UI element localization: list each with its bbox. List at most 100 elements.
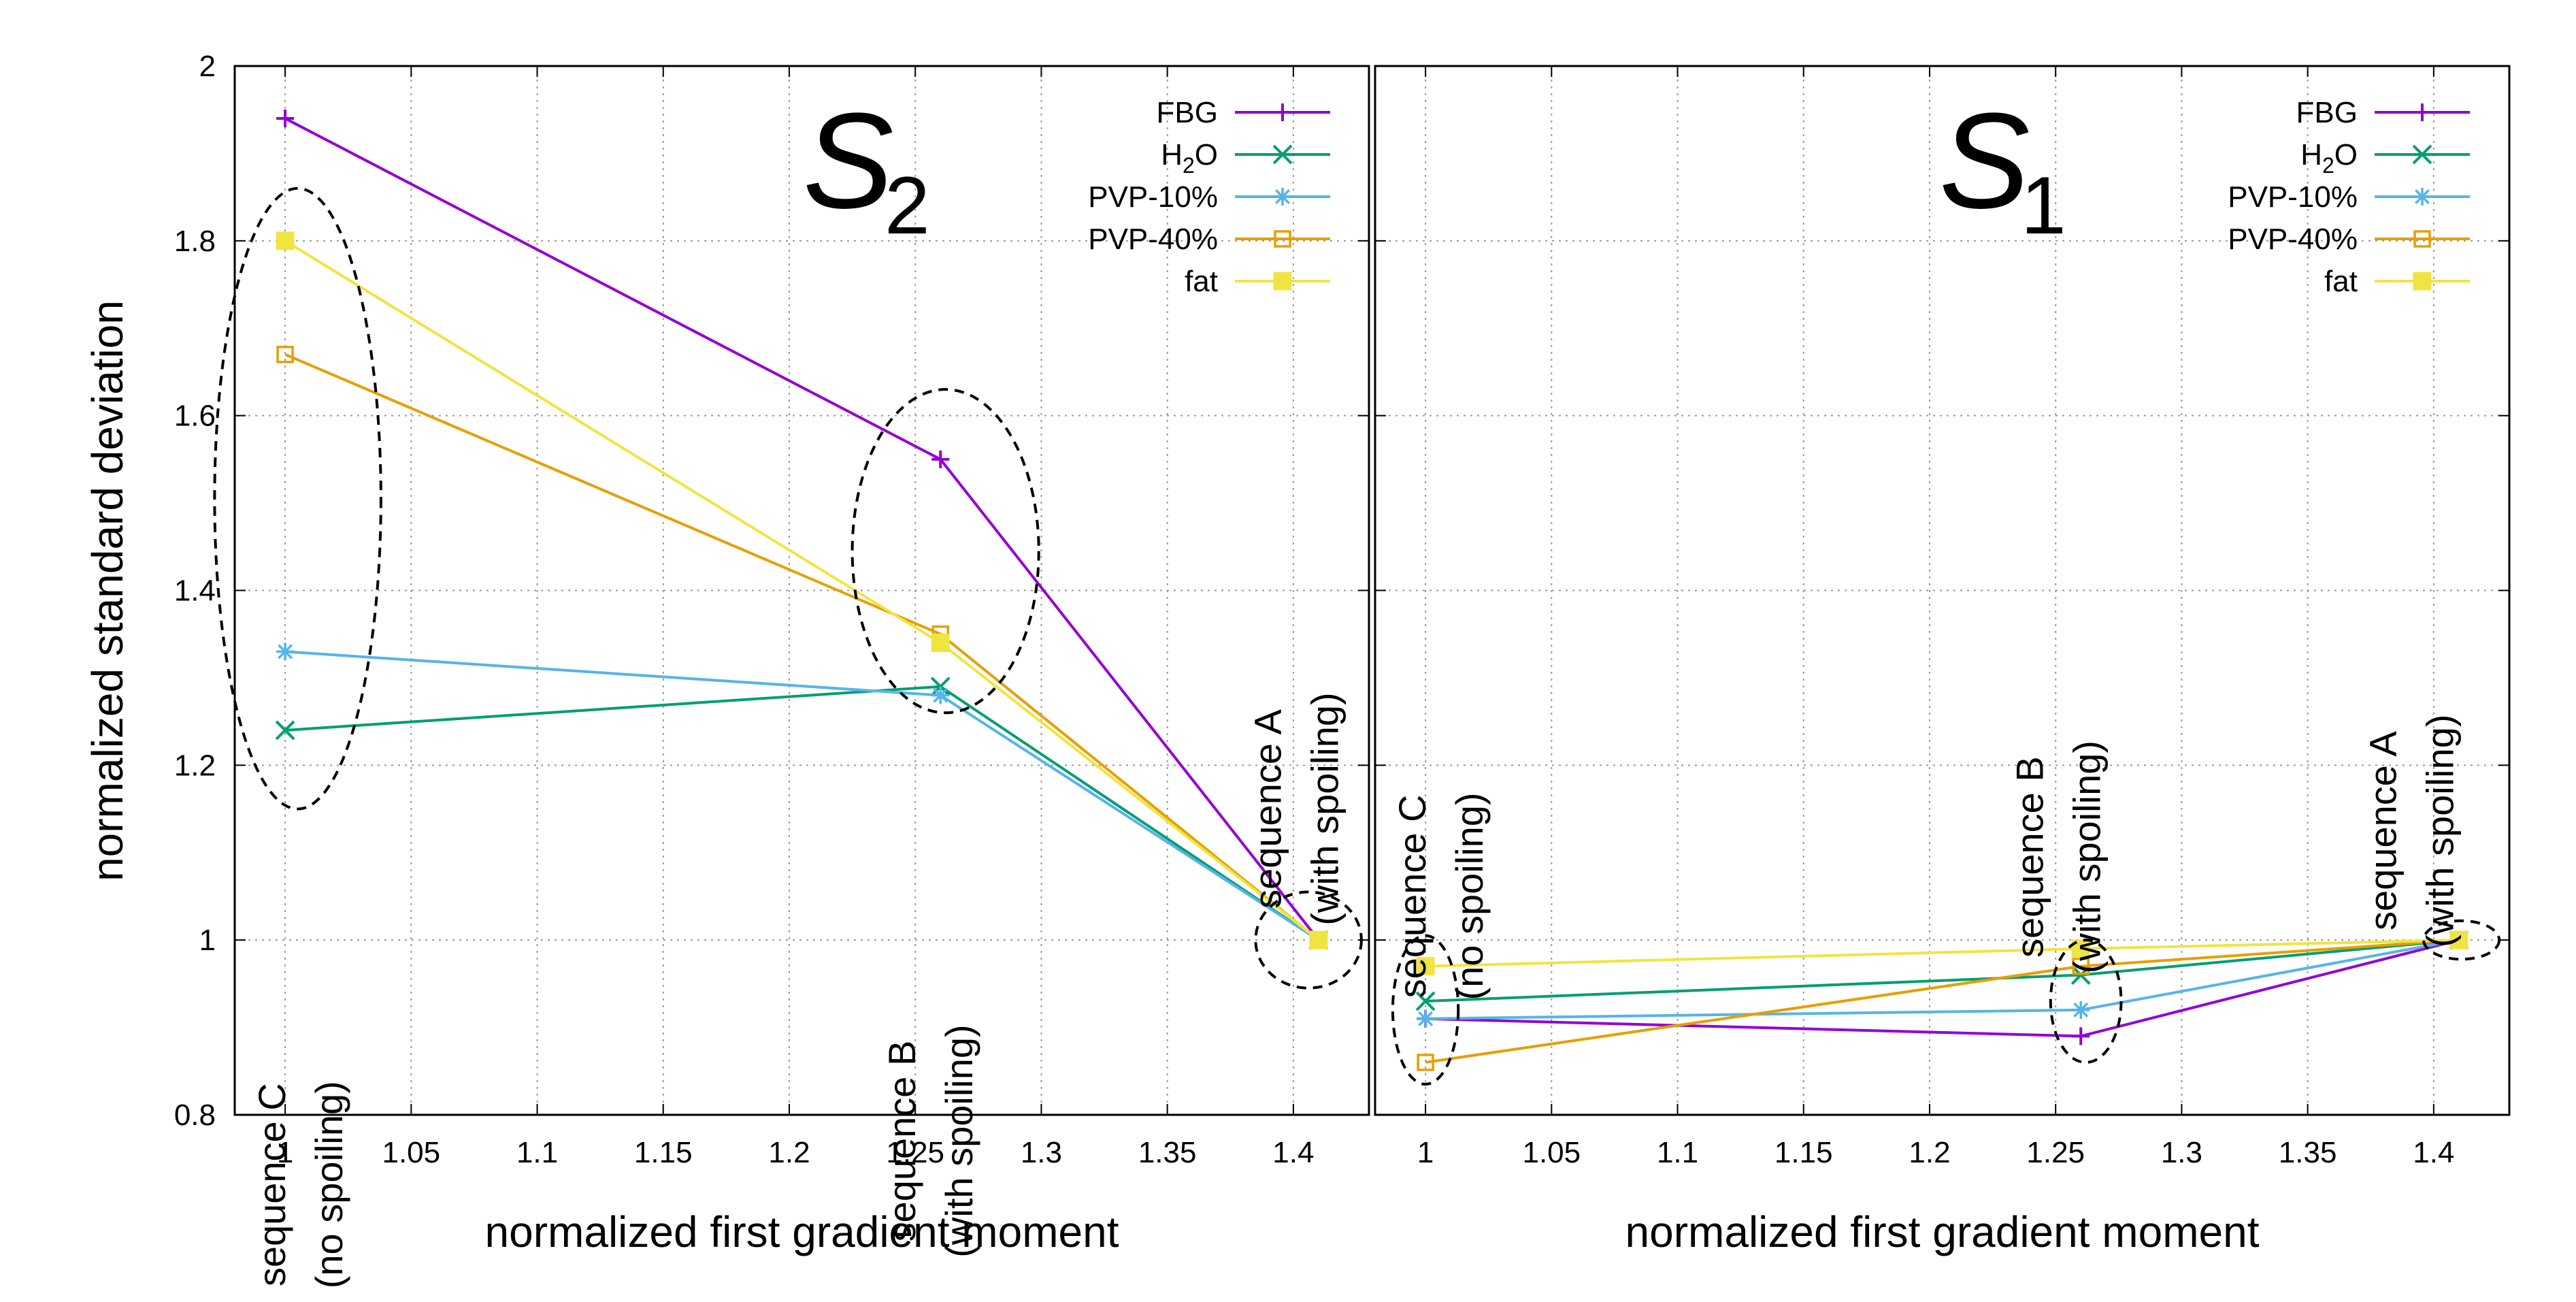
- legend-label: fat: [1185, 265, 1218, 298]
- y-tick-label: 1.4: [174, 574, 216, 608]
- data-point: [931, 686, 950, 704]
- legend-entry: H2O: [1161, 138, 1330, 178]
- legend-marker: [2413, 272, 2432, 291]
- y-tick-label: 2: [199, 50, 216, 83]
- series-line: [1425, 939, 2460, 1064]
- group-ellipse: [213, 186, 382, 811]
- legend-entry: PVP-10%: [2228, 180, 2470, 214]
- legend-label: PVP-40%: [2228, 223, 2358, 256]
- legend-label-main: H: [1161, 138, 1183, 172]
- annotation-sequence: sequence A (with spoiling): [1246, 692, 1346, 925]
- data-point: [2072, 957, 2090, 975]
- series-line: [1425, 939, 2460, 1003]
- data-point: [1417, 1009, 1435, 1028]
- annotation-line1: sequence C: [250, 1083, 293, 1286]
- series-h2o: [275, 677, 1329, 950]
- legend-label-tail: O: [1195, 138, 1218, 172]
- legend-marker: [1274, 103, 1291, 121]
- data-point: [276, 346, 294, 363]
- x-tick-label: 1.2: [768, 1136, 810, 1169]
- x-tick-label: 1.1: [516, 1136, 558, 1169]
- x-tick-label: 1.3: [1021, 1136, 1062, 1169]
- x-tick-label: 1.4: [2413, 1136, 2454, 1169]
- legend-entry: PVP-40%: [1088, 223, 1330, 256]
- series-pvp-40-: [276, 346, 1327, 949]
- legend-label-tail: O: [2334, 138, 2358, 172]
- x-tick-label: 1: [1417, 1136, 1434, 1169]
- x-tick-label: 1.25: [886, 1136, 944, 1169]
- legend-label: PVP-40%: [1088, 223, 1218, 256]
- annotation-sequence: sequence C (no spoiling): [250, 1081, 350, 1288]
- annotation-line1: sequence A: [2361, 731, 2404, 930]
- annotation-sequence: sequence C (no spoiling): [1391, 792, 1491, 1000]
- data-point: [1309, 930, 1328, 949]
- series-fat: [1416, 930, 2468, 976]
- annotation-line2: (no spoiling): [1448, 792, 1491, 1000]
- data-point: [275, 720, 295, 740]
- legend-marker: [1273, 272, 1292, 291]
- legend-entry: FBG: [2296, 96, 2470, 129]
- data-point: [1417, 1054, 1434, 1071]
- legend-entry: FBG: [1157, 96, 1330, 129]
- annotation-line1: sequence A: [1246, 709, 1289, 909]
- legend-entry: fat: [2324, 265, 2470, 298]
- data-point: [1415, 991, 1436, 1011]
- legend-entry: H2O: [2300, 138, 2470, 178]
- x-axis-label: normalized first gradient moment: [485, 1207, 1119, 1256]
- x-tick-label: 1.35: [2279, 1136, 2337, 1169]
- x-tick-label: 1.05: [1522, 1136, 1581, 1169]
- panel-title: S: [803, 85, 893, 237]
- x-tick-label: 1.15: [1774, 1136, 1833, 1169]
- series-fbg: [1417, 931, 2468, 1045]
- group-ellipse: [1391, 934, 1460, 1086]
- legend-label-sub: 2: [1183, 153, 1195, 178]
- legend-label: FBG: [2296, 96, 2358, 129]
- panel-title: S: [1939, 85, 2030, 237]
- y-tick-label: 1: [199, 924, 216, 957]
- y-tick-label: 1.2: [174, 749, 216, 782]
- data-point: [276, 110, 295, 128]
- data-point: [2449, 930, 2468, 949]
- panel-s2: 1 1.05 1.1 1.15 1.2 1.25 1.3 1.35 1.4 0.8 1 1.2 1.4 1…: [174, 50, 1370, 1288]
- legend-marker: [1274, 230, 1291, 248]
- annotation-line2: (with spoiling): [938, 1024, 980, 1257]
- legend-marker: [2413, 230, 2431, 248]
- annotation-line2: (with spoiling): [1303, 692, 1346, 925]
- annotation-line1: sequence B: [2009, 756, 2051, 958]
- x-tick-label: 1.1: [1657, 1136, 1698, 1169]
- data-point: [2072, 1000, 2090, 1019]
- annotation-line2: (no spoiling): [308, 1081, 350, 1288]
- data-point: [2070, 965, 2091, 985]
- data-point: [276, 642, 295, 661]
- legend-label: H2O: [2300, 138, 2358, 178]
- series-line: [284, 353, 1320, 941]
- data-point: [931, 634, 950, 653]
- legend-label: fat: [2324, 265, 2358, 298]
- annotation-sequence: sequence B (with spoiling): [2009, 740, 2109, 973]
- legend-marker: [1272, 144, 1293, 165]
- series-fat: [276, 231, 1328, 949]
- y-axis-label: normalized standard deviation: [83, 300, 132, 881]
- data-point: [1416, 957, 1435, 976]
- legend-entry: fat: [1185, 265, 1330, 298]
- data-point: [276, 231, 295, 250]
- group-ellipse: [2422, 919, 2501, 961]
- x-tick-label: 1.35: [1138, 1136, 1197, 1169]
- series-pvp-10-: [276, 642, 1327, 949]
- group-ellipse: [2049, 939, 2123, 1064]
- group-ellipse: [1254, 890, 1363, 990]
- x-tick-label: 1.2: [1909, 1136, 1950, 1169]
- x-tick-label: 1: [277, 1136, 293, 1169]
- legend-label: PVP-10%: [2228, 180, 2358, 214]
- y-tick-label: 0.8: [174, 1098, 216, 1132]
- annotation-line1: sequence C: [1391, 795, 1434, 998]
- data-point: [931, 450, 950, 468]
- legend-marker: [2413, 188, 2431, 206]
- group-ellipse: [851, 388, 1040, 715]
- panel-title-subscript: 2: [885, 160, 930, 251]
- legend-label: H2O: [1161, 138, 1218, 178]
- annotation-line2: (with spoiling): [2418, 714, 2461, 947]
- annotation-sequence: sequence A (with spoiling): [2361, 714, 2461, 947]
